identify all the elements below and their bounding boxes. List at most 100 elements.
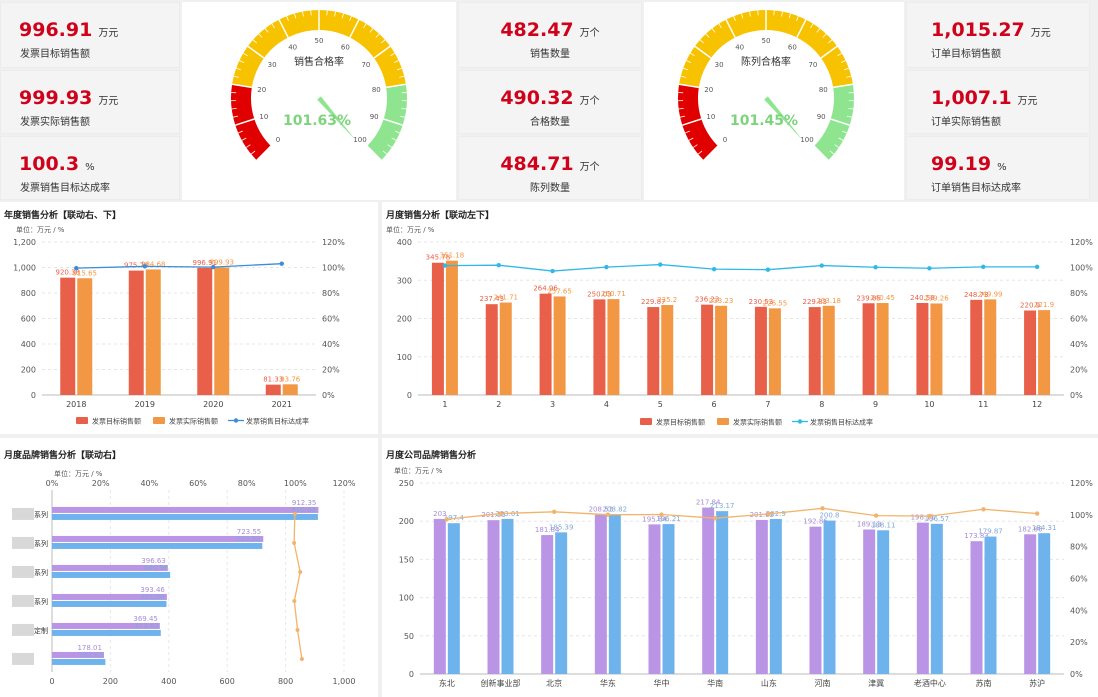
bar-actual	[607, 299, 620, 395]
y2-tick-label: 80%	[1070, 289, 1088, 298]
gauge-tick	[827, 39, 833, 44]
y-tick-label: 定制	[34, 626, 48, 635]
kpi-value: 999.93 万元	[19, 87, 119, 109]
kpi-mid-2: 490.32 万个 合格数量	[458, 70, 642, 134]
y-tick-label: 800	[21, 289, 36, 298]
blurred-brand-name	[12, 565, 34, 578]
bar-target	[431, 262, 444, 395]
bar-value-label: 239.85	[856, 294, 881, 302]
x2-tick-label: 120%	[333, 479, 356, 488]
bar-target	[265, 384, 281, 395]
gauge-tick	[699, 39, 705, 44]
gauge-tick-label: 40	[735, 43, 744, 51]
gauge-tick	[395, 130, 400, 134]
gauge-pointer	[764, 96, 803, 141]
bar-actual	[145, 269, 161, 395]
x2-tick-label: 40%	[140, 479, 158, 488]
x-tick-label: 苏沪	[1029, 678, 1045, 688]
bar-actual	[769, 518, 782, 674]
y2-tick-label: 80%	[322, 289, 340, 298]
x-tick-label: 12	[1032, 400, 1042, 409]
gauge-tick	[705, 33, 710, 38]
x-tick-label: 创新事业部	[481, 678, 521, 688]
x-tick-label: 9	[873, 400, 878, 409]
gauge-tick	[383, 118, 403, 126]
x-tick-label: 河南	[815, 678, 831, 688]
kpi-label: 销售数量	[530, 49, 570, 60]
kpi-value: 482.47 万个	[500, 19, 600, 41]
rate-point	[711, 266, 717, 272]
y-tick-label: 系列	[34, 568, 48, 577]
gauge-tick-label: 100	[800, 136, 813, 144]
gauge-tick	[231, 108, 237, 110]
company-brand-chart: 单位：万元 / % 0 50 100 150 200 250 0% 20% 40% 60% 80% 10…	[394, 466, 1093, 688]
rate-point	[658, 262, 663, 267]
bar-value-label: 195.84	[642, 515, 667, 523]
gauge-tick	[334, 11, 336, 17]
rate-point	[496, 263, 501, 268]
gauge-tick	[816, 28, 821, 33]
bar-target	[970, 299, 983, 395]
kpi-right-3: 99.19% 订单销售目标达成率	[906, 136, 1090, 200]
bar-value-label: 236.23	[695, 296, 720, 304]
y2-tick-label: 20%	[1070, 638, 1088, 647]
gauge-tick	[369, 28, 374, 33]
x-tick-label: 1,000	[333, 677, 356, 686]
bar-target	[541, 535, 554, 674]
bar-target	[647, 307, 660, 395]
gauge-tick	[788, 13, 791, 19]
y2-tick-label: 0%	[1070, 670, 1083, 679]
bar-value-label: 184.31	[1032, 524, 1057, 532]
legend-swatch	[233, 418, 239, 423]
unit-label: 单位：万元 / %	[386, 225, 435, 234]
gauge-tick	[294, 13, 297, 19]
gauge-tick	[243, 52, 248, 57]
bar-actual	[877, 530, 890, 674]
y2-tick-label: 0%	[322, 391, 335, 400]
x-tick-label: 苏南	[976, 678, 992, 688]
bar-actual	[984, 299, 997, 395]
bar-value-label: 723.55	[237, 528, 262, 536]
kpi-label: 陈列数量	[530, 183, 570, 194]
bar-actual	[52, 658, 106, 665]
y-tick-label: 300	[397, 276, 412, 285]
y2-tick-label: 40%	[1070, 340, 1088, 349]
bar-value-label: 351.18	[440, 252, 465, 260]
bar-target	[593, 299, 606, 395]
legend-label: 发票目标销售额	[92, 417, 141, 426]
bar-value-label: 240.58	[910, 294, 935, 302]
gauge-tick-label: 80	[819, 86, 828, 94]
bar-value-label: 196.57	[925, 515, 950, 523]
rate-point	[442, 263, 448, 268]
kpi-top-left-1: 996.91 万元 发票目标销售额	[0, 2, 180, 68]
bar-value-label: 241.71	[494, 294, 519, 302]
bar-actual	[716, 511, 729, 674]
panel-title: 月度销售分析【联动左下】	[386, 211, 495, 221]
kpi-mid-3: 484.71 万个 陈列数量	[458, 136, 642, 200]
gauge-tick	[241, 137, 247, 141]
x-tick-label: 2020	[203, 400, 223, 409]
gauge-tick	[286, 16, 289, 21]
y-tick-label: 0	[31, 391, 36, 400]
gauge-tick-label: 30	[715, 61, 724, 69]
gauge-tick	[256, 145, 272, 161]
gauge-tick	[810, 23, 814, 29]
rate-point	[211, 264, 216, 270]
y2-tick-label: 0%	[1070, 391, 1083, 400]
gauge-panel-1: 0 10 20 30 40 50 60 70 80 90 100 销售合格率 101.63%	[182, 2, 456, 200]
bar-value-label: 235.2	[657, 296, 677, 304]
y2-tick-label: 20%	[1070, 366, 1088, 375]
bar-target	[916, 522, 929, 674]
x-tick-label: 津冀	[868, 678, 884, 688]
bar-target	[52, 535, 264, 542]
gauge-tick	[837, 52, 842, 57]
gauge-tick	[820, 45, 838, 59]
gauge-tick	[401, 108, 407, 110]
kpi-top-left-3: 100.3% 发票销售目标达成率	[0, 136, 180, 200]
rate-point	[1034, 264, 1040, 270]
gauge-tick	[250, 150, 256, 155]
y-tick-label: 1,200	[13, 238, 36, 247]
legend-label: 发票实际销售额	[169, 417, 218, 426]
bar-target	[52, 651, 104, 658]
gauge-tick	[393, 60, 399, 64]
